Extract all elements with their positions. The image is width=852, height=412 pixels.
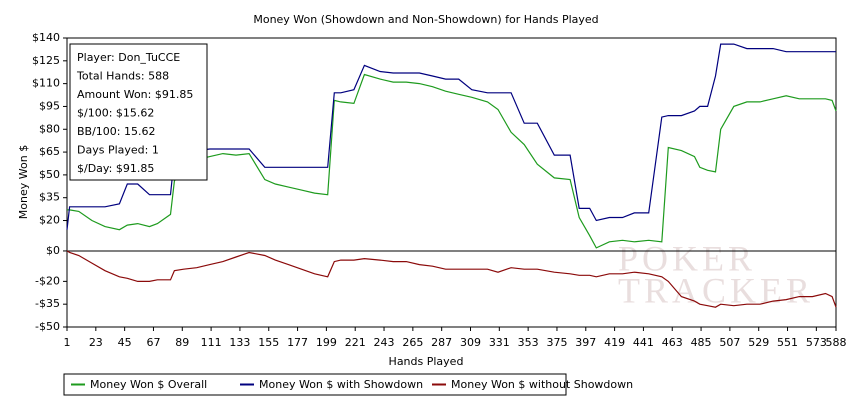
y-tick-label: -$35 xyxy=(35,297,60,310)
info-line: $/100: $15.62 xyxy=(77,107,154,120)
x-tick-label: 419 xyxy=(604,336,625,349)
x-tick-label: 221 xyxy=(345,336,366,349)
info-line: Days Played: 1 xyxy=(77,144,159,157)
x-tick-label: 23 xyxy=(89,336,103,349)
x-tick-label: 1 xyxy=(64,336,71,349)
plot-frame xyxy=(66,37,837,328)
y-tick-label: -$50 xyxy=(35,320,60,333)
x-tick-label: 331 xyxy=(489,336,510,349)
info-line: Amount Won: $91.85 xyxy=(77,88,193,101)
x-tick-label: 309 xyxy=(460,336,481,349)
x-tick-label: 45 xyxy=(118,336,132,349)
y-tick-label: $0 xyxy=(46,244,60,257)
y-tick-label: $110 xyxy=(32,77,60,90)
y-tick-label: $65 xyxy=(39,145,60,158)
watermark: POKER xyxy=(618,238,756,278)
info-box-frame xyxy=(69,43,208,181)
y-tick-label: -$20 xyxy=(35,274,60,287)
x-tick-label: 353 xyxy=(518,336,539,349)
info-line: $/Day: $91.85 xyxy=(77,162,154,175)
info-box: Player: Don_TuCCE Total Hands: 588 Amount … xyxy=(69,43,208,181)
watermark: TRACKER xyxy=(618,270,814,310)
x-tick-label: 551 xyxy=(777,336,798,349)
x-tick-label: 133 xyxy=(229,336,250,349)
info-line: Player: Don_TuCCE xyxy=(77,51,180,64)
y-axis-label: Money Won $ xyxy=(17,145,30,219)
x-tick-label: 89 xyxy=(175,336,189,349)
legend-frame xyxy=(63,373,567,396)
y-tick-label: $80 xyxy=(39,122,60,135)
x-tick-label: 485 xyxy=(691,336,712,349)
x-tick-label: 397 xyxy=(575,336,596,349)
x-tick-label: 67 xyxy=(146,336,160,349)
x-tick-label: 441 xyxy=(633,336,654,349)
y-tick-label: $125 xyxy=(32,54,60,67)
x-tick-label: 463 xyxy=(662,336,683,349)
series-line xyxy=(66,250,837,308)
y-tick-label: $35 xyxy=(39,191,60,204)
x-tick-label: 265 xyxy=(402,336,423,349)
y-tick-label: $95 xyxy=(39,99,60,112)
x-tick-label: 588 xyxy=(826,336,847,349)
x-tick-label: 287 xyxy=(431,336,452,349)
x-tick-label: 111 xyxy=(201,336,222,349)
legend-label: Money Won $ with Showdown xyxy=(259,378,423,391)
chart-title: Money Won (Showdown and Non-Showdown) fo… xyxy=(253,13,598,26)
info-line: BB/100: 15.62 xyxy=(77,125,156,138)
y-tick-label: $20 xyxy=(39,214,60,227)
info-line: Total Hands: 588 xyxy=(76,70,169,83)
x-tick-label: 177 xyxy=(287,336,308,349)
y-tick-label: $140 xyxy=(32,31,60,44)
x-tick-label: 529 xyxy=(748,336,769,349)
x-tick-label: 573 xyxy=(806,336,827,349)
x-tick-label: 199 xyxy=(316,336,337,349)
legend-label: Money Won $ without Showdown xyxy=(451,378,633,391)
x-tick-label: 375 xyxy=(546,336,567,349)
x-tick-label: 507 xyxy=(719,336,740,349)
x-tick-label: 155 xyxy=(258,336,279,349)
x-axis-label: Hands Played xyxy=(389,355,464,368)
legend-label: Money Won $ Overall xyxy=(90,378,207,391)
x-tick-label: 243 xyxy=(374,336,395,349)
y-tick-label: $50 xyxy=(39,168,60,181)
